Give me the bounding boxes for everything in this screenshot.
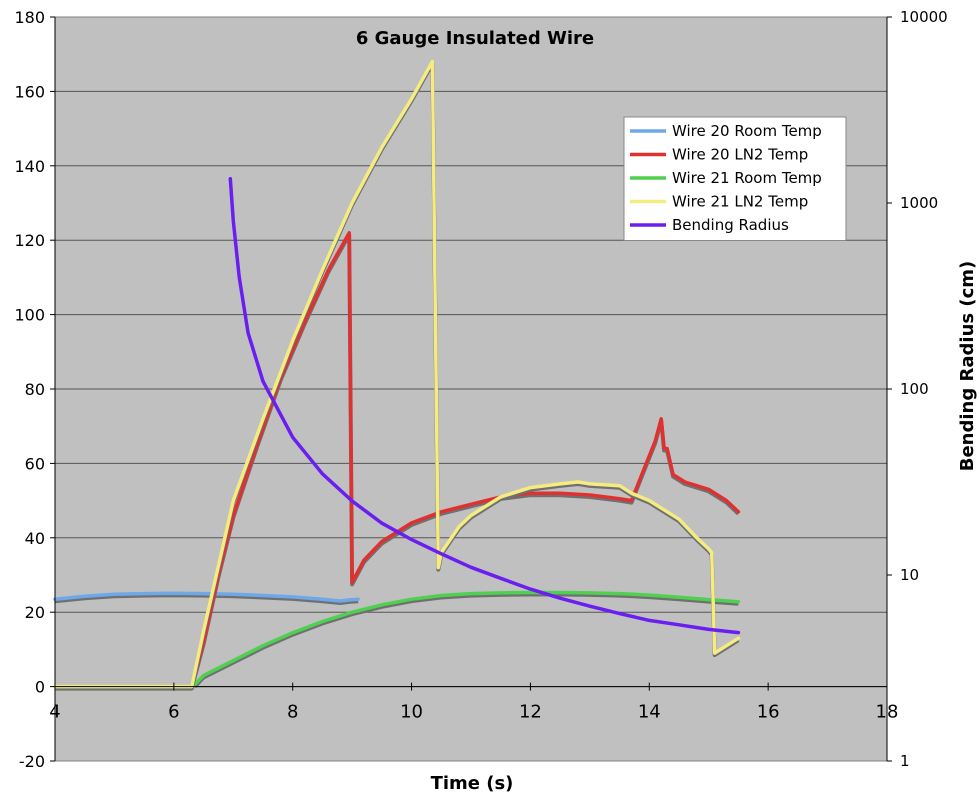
y2-tick-label: 100 [900,380,929,398]
y-tick-label: 20 [25,603,45,622]
y-tick-label: 100 [14,306,45,325]
y-tick-label: 140 [14,157,45,176]
series-shadow-wire-20-room-temp [54,593,359,605]
series-shadow-wire-21-room-temp [193,592,739,689]
y2-tick-label: 1 [900,752,910,770]
chart-title: 6 Gauge Insulated Wire [356,28,594,49]
y-tick-label: 160 [14,82,45,101]
x-tick-label: 16 [757,702,780,723]
legend-label-wire-21-ln2-temp: Wire 21 LN2 Temp [672,193,808,211]
series-line-wire-21-ln2-temp [53,59,741,689]
x-tick-label: 18 [876,702,899,723]
x-axis-label: Time (s) [431,773,514,794]
x-tick-label: 4 [49,702,60,723]
y-tick-label: 0 [35,678,45,697]
x-tick-label: 8 [287,702,298,723]
x-tick-label: 12 [519,702,542,723]
series-line-bending-radius [228,177,741,635]
y-tick-label: 120 [14,231,45,250]
y2-tick-label: 10000 [900,8,948,26]
y-tick-label: -20 [19,752,45,771]
legend: Wire 20 Room Temp Wire 20 LN2 Temp Wire 21… [623,116,847,241]
y2-tick-label: 1000 [900,194,938,212]
x-tick-label: 10 [400,702,423,723]
series-layer [53,59,741,691]
x-tick-label: 14 [638,702,661,723]
y-tick-label: 80 [25,380,45,399]
y-tick-label: 180 [14,8,45,27]
y-tick-label: 40 [25,529,45,548]
y-tick-label: 60 [25,454,45,473]
x-tick-label: 6 [168,702,179,723]
legend-label-wire-20-ln2-temp: Wire 20 LN2 Temp [672,146,808,164]
axes: -20 0 20 40 60 80 100 120 140 160 180 4 6 8 10 12 14 16 18… [14,8,947,771]
y2-tick-label: 10 [900,566,919,584]
legend-label-wire-20-room-temp: Wire 20 Room Temp [672,122,822,140]
legend-label-bending-radius: Bending Radius [672,216,789,234]
series-line-wire-21-room-temp [192,590,741,687]
legend-label-wire-21-room-temp: Wire 21 Room Temp [672,169,822,187]
series-line-wire-20-room-temp [53,591,360,603]
y2-axis-label: Bending Radius (cm) [957,261,978,472]
